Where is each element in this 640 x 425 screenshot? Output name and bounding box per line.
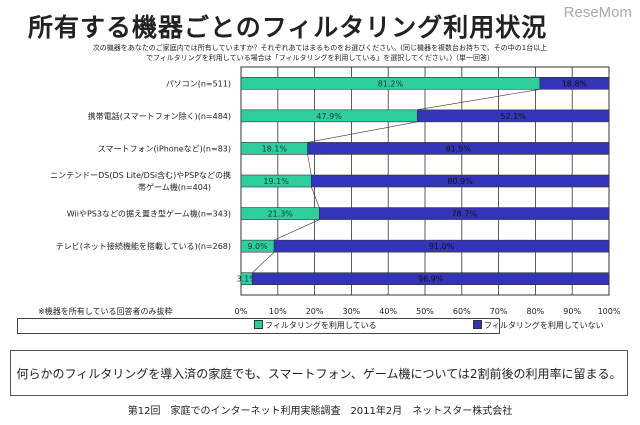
bar-not-using — [273, 239, 610, 253]
bar-value-label: 47.9% — [316, 112, 342, 121]
x-tick-label: 80% — [527, 307, 545, 316]
x-tick-label: 40% — [379, 307, 397, 316]
bar-value-label: 9.0% — [247, 242, 268, 251]
legend-label: フィルタリングを利用している — [265, 321, 377, 330]
x-tick-label: 70% — [490, 307, 508, 316]
series-connector-line — [417, 88, 540, 111]
legend: フィルタリングを利用している フィルタリングを利用していない — [17, 318, 604, 334]
note: ※機器を所有している回答者のみ抜粋 — [38, 307, 173, 316]
bar-value-label: 81.9% — [446, 144, 472, 153]
legend-label: フィルタリングを利用していない — [484, 321, 604, 330]
summary-box: 何らかのフィルタリングを導入済の家庭でも、スマートフォン、ゲーム機については2割… — [10, 350, 628, 396]
bar-value-label: 96.9% — [418, 275, 444, 284]
bar-not-using — [319, 207, 610, 220]
x-tick-label: 90% — [563, 307, 581, 316]
x-tick-label: 20% — [306, 307, 324, 316]
x-tick-label: 50% — [416, 307, 434, 316]
bar-value-label: 21.3% — [267, 210, 293, 219]
series-connector-line — [273, 219, 320, 241]
legend-item-using: フィルタリングを利用している — [254, 320, 377, 331]
series-connector-line — [311, 186, 320, 208]
category-label: 帯ゲーム機(n=404) — [138, 182, 211, 192]
question-text-line2: でフィルタリングを利用している場合は「フィルタリングを利用している」を選択してく… — [145, 54, 495, 62]
category-label: ニンテンドーDS(DS Lite/DSi含む)やPSPなどの携 — [50, 170, 231, 180]
x-tick-label: 10% — [269, 307, 287, 316]
x-tick-label: 30% — [343, 307, 361, 316]
category-label: 携帯電話(スマートフォン除く)(n=484) — [88, 111, 231, 121]
x-tick-label: 100% — [598, 307, 621, 316]
bar-value-label: 18.8% — [562, 79, 588, 88]
legend-swatch-using — [254, 320, 263, 329]
bar-value-label: 18.1% — [262, 144, 288, 153]
bar-not-using — [310, 174, 610, 188]
bar-value-label: 3.1% — [237, 275, 258, 284]
series-connector-line — [252, 251, 275, 273]
legend-swatch-not-using — [473, 320, 482, 329]
bar-value-label: 52.1% — [500, 112, 526, 121]
category-label: パソコン(n=511) — [166, 79, 231, 88]
logo: ReseMom — [563, 4, 632, 21]
category-label: テレビ(ネット接続機能を搭載している)(n=268) — [56, 241, 231, 251]
bar-value-label: 80.9% — [447, 177, 473, 186]
stacked-bar-chart: 0% 10% 20% 30% 40% 50% 60% 70% 80% 90% 100% パソコン(n=… — [50, 66, 621, 316]
bar-value-label: 81.2% — [378, 79, 404, 88]
footer-source: 第12回 家庭でのインターネット利用実態調査 2011年2月 ネットスター株式会… — [127, 406, 513, 417]
bar-value-label: 91.0% — [429, 242, 455, 251]
question-text-line1: 次の機器をあなたのご家庭内では所有していますか？それぞれあてはまるものをお選びく… — [92, 44, 548, 52]
x-tick-label: 60% — [453, 307, 471, 316]
series-connector-line — [307, 154, 312, 176]
legend-item-not-using: フィルタリングを利用していない — [473, 320, 604, 331]
bar-not-using — [416, 109, 610, 123]
bar-not-using — [539, 76, 610, 90]
bar-value-label: 19.1% — [263, 177, 289, 186]
x-tick-label: 0% — [235, 307, 248, 316]
bar-not-using — [307, 142, 610, 155]
category-label: スマートフォン(iPhoneなど)(n=83) — [98, 144, 231, 153]
category-label: WiiやPS3などの据え置き型ゲーム機(n=343) — [67, 209, 231, 219]
bar-not-using — [252, 272, 610, 286]
bar-value-label: 78.7% — [451, 210, 477, 219]
series-connector-line — [307, 121, 418, 143]
page-title: 所有する機器ごとのフィルタリング利用状況 — [28, 13, 548, 42]
